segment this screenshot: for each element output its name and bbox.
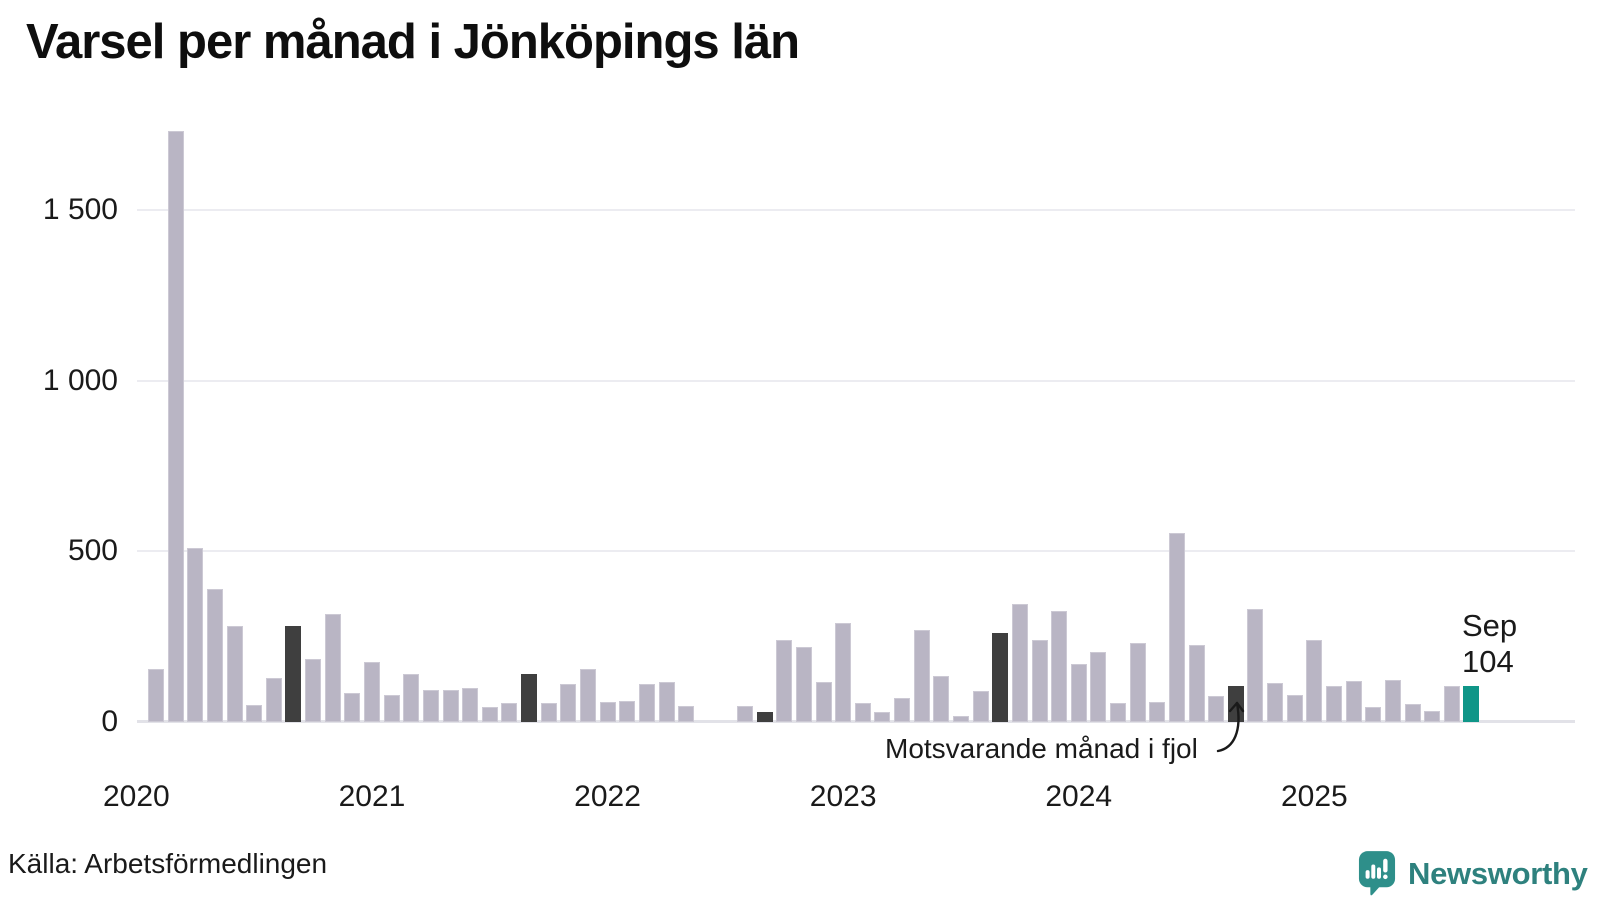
newsworthy-logo[interactable]: Newsworthy: [1358, 850, 1588, 897]
last-year-annotation: Motsvarande månad i fjol: [885, 733, 1198, 764]
bar-2022-10: [776, 640, 793, 722]
gridline-1000: [137, 379, 1575, 382]
bar-2025-04: [1365, 707, 1382, 722]
bar-2024-06: [1168, 533, 1185, 722]
bar-2021-09: [521, 674, 537, 722]
current-month-name: Sep: [1462, 608, 1518, 643]
bar-2020-11: [324, 614, 341, 722]
bar-2023-09: [992, 633, 1009, 722]
bar-2023-05: [913, 630, 930, 722]
bar-2021-02: [383, 695, 400, 722]
bar-2022-02: [619, 701, 636, 722]
bar-2024-05: [1149, 702, 1166, 722]
x-axis-year-2023: 2023: [809, 780, 877, 813]
bar-2024-12: [1286, 695, 1303, 722]
bar-2024-01: [1070, 664, 1087, 722]
bar-2023-02: [854, 703, 871, 722]
bar-2022-11: [795, 647, 812, 722]
bar-2023-07: [953, 716, 969, 722]
bar-2022-08: [737, 706, 753, 722]
gridline-1500: [137, 208, 1575, 211]
bar-2021-01: [364, 662, 380, 722]
bar-2023-10: [1011, 604, 1028, 722]
bar-2020-07: [246, 705, 263, 722]
bar-2022-04: [658, 682, 675, 722]
bar-2023-04: [894, 698, 911, 722]
bar-2022-03: [638, 684, 655, 722]
bar-2025-02: [1326, 686, 1342, 722]
bar-2024-08: [1208, 696, 1225, 722]
x-axis-year-2020: 2020: [102, 780, 170, 813]
bar-2023-03: [874, 712, 891, 722]
bar-2025-08: [1443, 686, 1460, 722]
bar-2021-06: [462, 688, 479, 722]
y-tick-label-0: 0: [101, 705, 118, 738]
bar-2020-06: [226, 626, 243, 722]
bar-2020-02: [148, 669, 164, 722]
bar-2020-04: [187, 548, 204, 722]
bar-2022-05: [678, 706, 695, 722]
bar-2025-07: [1424, 711, 1441, 722]
bar-2020-08: [265, 678, 282, 722]
bar-2023-06: [933, 676, 950, 722]
bar-2021-07: [481, 707, 498, 722]
x-axis-year-2024: 2024: [1045, 780, 1113, 813]
chart-title: Varsel per månad i Jönköpings län: [26, 15, 800, 69]
bar-2020-09: [285, 626, 302, 722]
gridline-500: [137, 550, 1575, 553]
bar-2021-08: [501, 703, 518, 722]
x-axis-year-2021: 2021: [338, 780, 406, 813]
x-axis-year-2025: 2025: [1280, 780, 1348, 813]
source-caption: Källa: Arbetsförmedlingen: [8, 848, 328, 879]
bar-2022-12: [815, 682, 832, 722]
bar-2022-01: [599, 702, 616, 722]
bar-2021-11: [560, 684, 577, 722]
bar-2024-11: [1267, 683, 1284, 722]
x-axis-year-2022: 2022: [574, 780, 641, 813]
current-month-label: Sep 104: [1462, 608, 1517, 680]
y-tick-label-1000: 1 000: [42, 363, 118, 397]
bar-2025-09: [1463, 686, 1480, 722]
bar-2024-10: [1247, 609, 1264, 722]
bar-2021-03: [403, 674, 420, 722]
bar-2023-01: [835, 623, 852, 722]
bar-2022-09: [756, 712, 773, 722]
bar-2024-03: [1110, 703, 1126, 722]
bar-2021-12: [579, 669, 596, 722]
y-tick-label-1500: 1 500: [42, 192, 118, 226]
y-tick-label-500: 500: [67, 534, 118, 568]
bar-2020-12: [344, 693, 361, 722]
bar-2023-12: [1051, 611, 1068, 722]
newsworthy-logo-icon: [1358, 851, 1396, 896]
annotation-arrow-icon: [1216, 701, 1245, 753]
newsworthy-wordmark: Newsworthy: [1408, 855, 1588, 891]
bar-2020-05: [206, 589, 223, 722]
current-month-value: 104: [1462, 644, 1514, 679]
bar-2025-05: [1384, 680, 1401, 722]
bar-2021-04: [422, 690, 439, 722]
bar-2025-03: [1345, 681, 1362, 722]
bar-2021-10: [540, 703, 557, 722]
bar-2020-10: [305, 659, 322, 722]
bar-2025-06: [1404, 704, 1421, 722]
bar-2023-11: [1031, 640, 1048, 722]
bar-2021-05: [442, 690, 459, 722]
bar-2020-03: [167, 131, 184, 722]
bar-2025-01: [1306, 640, 1323, 722]
bar-2024-07: [1188, 645, 1205, 722]
bar-2024-02: [1090, 652, 1107, 722]
bar-2023-08: [972, 691, 989, 722]
bar-2024-04: [1129, 643, 1146, 722]
